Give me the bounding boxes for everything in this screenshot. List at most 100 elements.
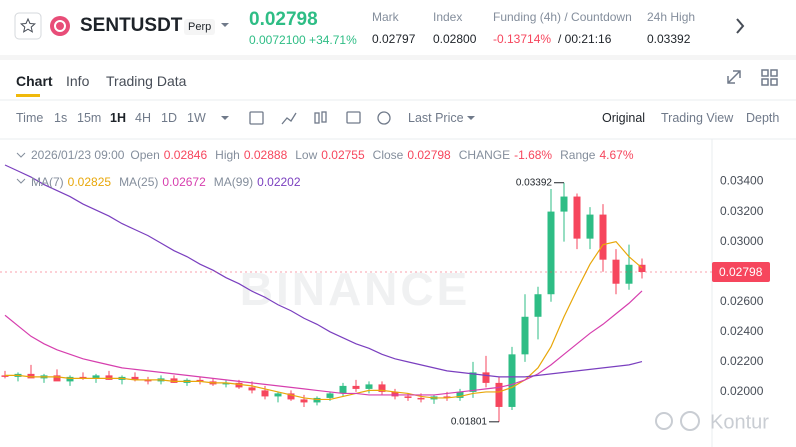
annotation-label: 0.01801	[451, 416, 488, 427]
stat-label: 24h High	[647, 10, 696, 24]
info-value: 0.02846	[163, 148, 208, 162]
candle-body	[105, 375, 113, 380]
collapse-icon[interactable]	[16, 178, 26, 184]
candle-body	[235, 382, 243, 388]
ma-name: MA(25)	[119, 175, 159, 189]
view[interactable]: Depth	[746, 111, 780, 125]
dropdown-icon[interactable]	[221, 116, 229, 120]
y-tick-label: 0.03400	[720, 174, 764, 188]
info-value: -1.68%	[514, 148, 553, 162]
interval[interactable]: 1H	[110, 111, 126, 125]
price-change: 0.0072100 +34.71%	[249, 33, 357, 47]
interval[interactable]: 1W	[187, 111, 206, 125]
last-price-box	[712, 261, 770, 282]
last-price-label: 0.02798	[719, 265, 763, 279]
candle-body	[573, 196, 581, 239]
y-tick-label: 0.02600	[720, 294, 764, 308]
candle-body	[79, 376, 87, 379]
star-icon	[19, 17, 37, 33]
plot	[1, 164, 646, 422]
info-label: Open	[130, 148, 160, 162]
candle-body	[339, 385, 347, 394]
badge: Perp	[184, 19, 216, 35]
candle-body	[274, 393, 282, 397]
credit-icon	[680, 411, 700, 431]
info-label: Low	[295, 148, 318, 162]
candle-body	[586, 214, 594, 239]
candle-body	[248, 387, 256, 391]
candle-body	[391, 391, 399, 397]
candle-body	[365, 384, 373, 389]
y-tick-label: 0.03200	[720, 204, 764, 218]
info-label: CHANGE	[458, 148, 511, 162]
stat-value: / 00:21:16	[558, 32, 612, 46]
annotation-label: 0.03392	[516, 177, 553, 188]
tab[interactable]: Chart	[16, 73, 53, 89]
favorite-button[interactable]	[14, 12, 42, 40]
tab[interactable]: Info	[66, 73, 90, 89]
candle-body	[534, 294, 542, 317]
candle-body	[599, 214, 607, 260]
last-price: 0.02798	[249, 9, 318, 30]
ma-value: 0.02202	[257, 175, 301, 189]
ma-line	[4, 290, 643, 396]
candle-body	[66, 376, 74, 382]
candle-body	[1, 375, 9, 377]
symbol: SENTUSDT	[80, 15, 183, 36]
ma-line	[5, 240, 643, 401]
candle-body	[170, 378, 178, 383]
candle-body	[313, 397, 321, 403]
interval[interactable]: 1D	[161, 111, 177, 125]
ma-legend: MA(7) 0.02825 MA(25) 0.02672 MA(99) 0.02202	[31, 175, 309, 189]
candle-body	[521, 316, 529, 355]
layout-icon[interactable]	[761, 69, 778, 86]
y-tick-label: 0.03000	[720, 234, 764, 248]
interval[interactable]: 4H	[135, 111, 151, 125]
info-value: 0.02888	[243, 148, 288, 162]
stat-value: 0.03392	[647, 32, 691, 46]
stat-value: -0.13714%	[493, 32, 552, 46]
candle-body	[352, 385, 360, 389]
candle-body	[638, 264, 646, 272]
tab-underline	[16, 94, 40, 97]
stat-value: 0.02797	[372, 32, 416, 46]
candle-body	[560, 196, 568, 212]
view[interactable]: Original	[602, 111, 646, 125]
info-label: High	[215, 148, 240, 162]
interval[interactable]: 15m	[77, 111, 102, 125]
fullscreen-icon[interactable]	[727, 70, 741, 84]
interval[interactable]: 1s	[54, 111, 68, 125]
collapse-icon[interactable]	[16, 152, 26, 158]
candle-body	[378, 384, 386, 392]
ma-value: 0.02672	[162, 175, 206, 189]
candle-body	[300, 399, 308, 403]
candle-body	[287, 393, 295, 400]
candle-body	[469, 372, 477, 392]
tool-icons[interactable]	[249, 111, 391, 125]
tab[interactable]: Trading Data	[106, 73, 187, 89]
stat-value: 0.02800	[433, 32, 477, 46]
next-arrow[interactable]	[736, 18, 745, 34]
candle-body	[222, 382, 230, 385]
dropdown-icon[interactable]	[221, 23, 229, 27]
dropdown-icon[interactable]	[467, 116, 475, 120]
stat-label: Mark	[372, 10, 399, 24]
credit: Kontur	[710, 411, 769, 433]
candle-body	[144, 379, 152, 382]
credit-icon	[655, 412, 673, 430]
separator	[0, 55, 796, 60]
date: 2026/01/23 09:00	[31, 148, 125, 162]
info-value: 4.67%	[599, 148, 634, 162]
ma-line	[4, 164, 643, 378]
candle-body	[417, 397, 425, 400]
candle-body	[482, 372, 490, 383]
candle-body	[508, 354, 516, 407]
ma-name: MA(7)	[31, 175, 64, 189]
ma-name: MA(99)	[213, 175, 254, 189]
candle-body	[547, 211, 555, 295]
view[interactable]: Trading View	[661, 111, 734, 125]
price-type[interactable]: Last Price	[408, 111, 464, 125]
stat-label: Funding (4h) / Countdown	[493, 10, 632, 24]
